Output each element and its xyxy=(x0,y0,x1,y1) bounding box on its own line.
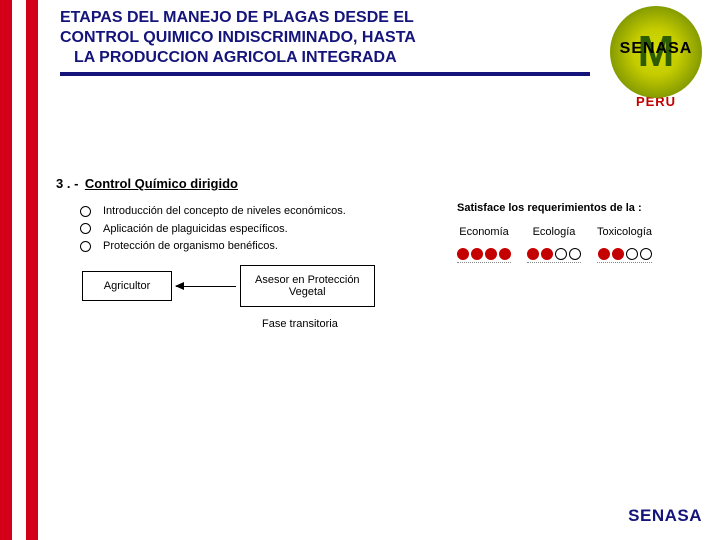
title-line-2: CONTROL QUIMICO INDISCRIMINADO, HASTA xyxy=(60,28,590,48)
dot-empty-icon xyxy=(569,248,581,260)
stripe-white xyxy=(12,0,26,540)
requirements-table: Economía Ecología Toxicología xyxy=(457,226,702,263)
phase-label: Fase transitoria xyxy=(262,318,338,330)
slide-header: ETAPAS DEL MANEJO DE PLAGAS DESDE EL CON… xyxy=(60,8,590,76)
flow-box-right: Asesor en Protección Vegetal xyxy=(240,265,375,307)
section-title: Control Químico dirigido xyxy=(85,176,238,191)
requirements-column: Toxicología xyxy=(597,226,652,263)
stripe-red-1 xyxy=(0,0,12,540)
title-underline xyxy=(60,72,590,76)
dot-filled-icon xyxy=(471,248,483,260)
requirements-column-label: Ecología xyxy=(527,226,581,238)
dot-empty-icon xyxy=(555,248,567,260)
dots-row xyxy=(457,248,511,263)
requirements-column: Economía xyxy=(457,226,511,263)
logo-circle: M SENASA xyxy=(610,6,702,98)
dot-filled-icon xyxy=(541,248,553,260)
dot-filled-icon xyxy=(527,248,539,260)
dot-filled-icon xyxy=(612,248,624,260)
slide-title: ETAPAS DEL MANEJO DE PLAGAS DESDE EL CON… xyxy=(60,8,590,68)
dots-row xyxy=(527,248,581,263)
requirements-column-label: Economía xyxy=(457,226,511,238)
logo-org-name: SENASA xyxy=(620,40,693,58)
dot-filled-icon xyxy=(457,248,469,260)
stripe-red-2 xyxy=(26,0,38,540)
dot-empty-icon xyxy=(626,248,638,260)
org-logo: M SENASA PERU xyxy=(596,6,716,109)
dots-row xyxy=(597,248,652,263)
title-line-3: LA PRODUCCION AGRICOLA INTEGRADA xyxy=(60,48,590,68)
flow-right-line2: Vegetal xyxy=(255,286,360,298)
flow-diagram: Agricultor Asesor en Protección Vegetal xyxy=(82,265,375,307)
dot-empty-icon xyxy=(640,248,652,260)
footer-org-label: SENASA xyxy=(628,506,702,526)
title-line-1: ETAPAS DEL MANEJO DE PLAGAS DESDE EL xyxy=(60,8,590,28)
flow-right-line1: Asesor en Protección xyxy=(255,274,360,286)
flow-arrow-icon xyxy=(176,286,236,287)
requirements-column: Ecología xyxy=(527,226,581,263)
requirements-title: Satisface los requerimientos de la : xyxy=(457,202,702,214)
dot-filled-icon xyxy=(485,248,497,260)
section-number: 3 . - xyxy=(56,176,78,191)
left-flag-stripe xyxy=(0,0,38,540)
flow-box-left: Agricultor xyxy=(82,271,172,301)
dot-filled-icon xyxy=(499,248,511,260)
requirements-column-label: Toxicología xyxy=(597,226,652,238)
requirements-block: Satisface los requerimientos de la : Eco… xyxy=(457,202,702,263)
dot-filled-icon xyxy=(598,248,610,260)
